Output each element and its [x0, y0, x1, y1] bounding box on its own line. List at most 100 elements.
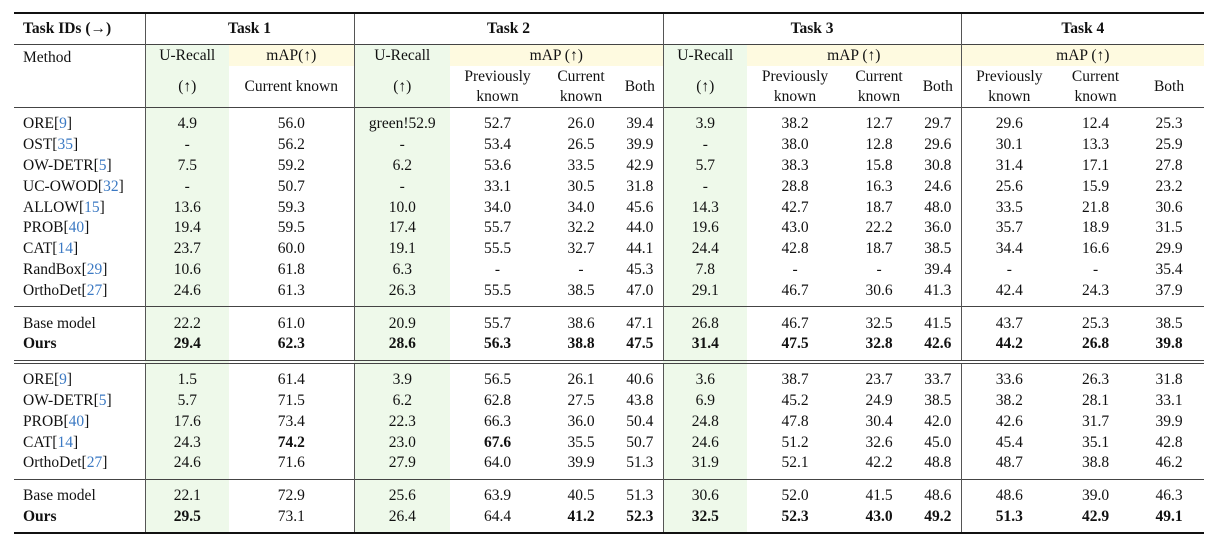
citation-link[interactable]: 32	[103, 177, 119, 195]
value-cell: 4.9	[145, 106, 229, 135]
value-cell: 23.2	[1155, 177, 1183, 195]
value-cell: 43.8	[617, 390, 664, 412]
value-cell: 39.4	[915, 259, 962, 281]
value-cell: 40.6	[617, 359, 664, 391]
value-cell: 29.7	[915, 106, 962, 135]
value-cell: 7.5	[145, 155, 229, 177]
value-cell: 34.4	[995, 240, 1023, 258]
value-cell: 43.0	[781, 219, 809, 237]
value-cell: 13.6	[145, 197, 229, 218]
value-cell: 51.2	[781, 433, 809, 451]
current-known-line1: Current	[855, 67, 903, 85]
value-cell: 55.7	[483, 219, 512, 237]
task-header-row: Task IDs (→) Task 1 Task 2 Task 3 Task 4	[14, 12, 1205, 45]
value-cell: 45.3	[617, 259, 664, 281]
method-cell: Base model	[14, 478, 146, 507]
value-cell: 38.0	[781, 136, 809, 154]
method-cell: ALLOW[15]	[14, 197, 146, 218]
value-cell: 27.5	[567, 391, 595, 409]
value-cell: 59.3	[229, 197, 355, 218]
value-cell: 30.6	[865, 281, 893, 299]
value-cell: 6.3	[354, 259, 451, 281]
citation-link[interactable]: 27	[86, 454, 103, 472]
method-name: OrthoDet	[23, 281, 82, 299]
value-cell: 45.6	[617, 197, 664, 218]
value-cell: 18.7	[865, 198, 893, 216]
value-cell: 42.0	[915, 411, 962, 433]
method-name: OrthoDet	[23, 454, 82, 472]
value-cell: 17.6	[145, 411, 229, 433]
table-row: OW-DETR[5] 7.5 59.2 6.2 53.6 33.5 42.9 5.7 38.3 1…	[14, 155, 1204, 177]
value-cell: 41.5	[915, 306, 962, 334]
value-cell: 47.0	[617, 280, 664, 307]
value-cell: 25.9	[1155, 136, 1183, 154]
value-cell: 53.4	[483, 136, 512, 154]
method-name: PROB	[23, 412, 64, 430]
value-cell: 42.6	[995, 412, 1023, 430]
current-known-line2: known	[559, 87, 603, 105]
value-cell: 43.7	[961, 306, 1058, 334]
value-cell: 42.6	[915, 333, 962, 362]
value-cell: 23.7	[843, 359, 916, 391]
citation-link[interactable]: 5	[98, 156, 107, 174]
value-cell: 46.2	[1155, 454, 1183, 472]
value-cell: 17.4	[354, 217, 451, 239]
method-name: RandBox	[23, 260, 82, 278]
value-cell: 59.5	[229, 217, 355, 239]
value-cell: 32.5	[843, 306, 916, 334]
citation-link[interactable]: 14	[57, 240, 73, 258]
citation-link[interactable]: 9	[59, 371, 67, 389]
value-cell: 33.5	[567, 156, 595, 174]
table-row: CAT[14] 23.7 60.0 19.1 55.5 32.7 44.1 24.4 42.8 1…	[14, 238, 1204, 260]
value-cell: 3.9	[663, 106, 748, 135]
citation-link[interactable]: 40	[68, 412, 85, 430]
citation-link[interactable]: 29	[86, 260, 103, 278]
value-cell: 59.2	[229, 155, 355, 177]
value-cell: 31.7	[1081, 412, 1110, 430]
method-name: ALLOW	[23, 198, 79, 216]
value-cell: 36.0	[915, 217, 962, 239]
current-known-line2: known	[1074, 87, 1117, 105]
value-cell: 33.7	[915, 359, 962, 391]
citation-link[interactable]: 40	[68, 219, 85, 237]
citation-link[interactable]: 15	[84, 198, 100, 216]
value-cell: 18.9	[1081, 219, 1110, 237]
value-cell: 39.4	[617, 106, 664, 135]
value-cell: -	[663, 176, 748, 198]
method-name: Base model	[23, 487, 96, 505]
value-cell: 3.9	[354, 359, 451, 391]
value-cell: 55.5	[483, 240, 512, 258]
value-cell: 52.3	[747, 506, 844, 535]
method-cell: OW-DETR[5]	[14, 155, 146, 177]
value-cell: 24.8	[663, 411, 748, 433]
value-cell: 48.8	[915, 452, 962, 480]
value-cell: 41.3	[915, 280, 962, 307]
value-cell: 39.9	[1155, 412, 1183, 430]
value-cell: 33.5	[995, 198, 1023, 216]
citation-link[interactable]: 9	[59, 115, 67, 133]
table-row: UC-OWOD[32] -50.7-33.1 30.5 31.8-28.8 16.3 24…	[14, 176, 1204, 198]
citation-link[interactable]: 27	[86, 281, 103, 299]
value-cell: 12.4	[1057, 106, 1135, 135]
value-cell: 14.3	[663, 197, 748, 218]
value-cell: 38.2	[747, 106, 844, 135]
citation-link[interactable]: 35	[57, 136, 73, 154]
value-cell: 43.0	[843, 506, 916, 535]
value-cell: 25.6	[354, 478, 451, 507]
value-cell: 62.8	[483, 391, 512, 409]
value-cell: -	[354, 134, 451, 156]
table-row: OST[35] -56.2-53.4 26.5 39.9-38.0 12.8 29.6 30…	[14, 134, 1204, 156]
value-cell: 25.6	[995, 177, 1023, 195]
value-cell: 52.7	[450, 106, 546, 135]
ref-bracket: [	[93, 156, 99, 174]
value-cell: 49.1	[1134, 506, 1205, 535]
citation-link[interactable]: 14	[57, 433, 73, 451]
value-cell: 13.3	[1081, 136, 1110, 154]
value-cell: 31.5	[1155, 219, 1183, 237]
value-cell: 31.8	[1134, 359, 1205, 391]
ref-bracket: ]	[84, 219, 90, 237]
value-cell: 74.2	[229, 432, 355, 453]
value-cell: 63.9	[450, 478, 546, 507]
citation-link[interactable]: 5	[98, 391, 107, 409]
value-cell: 55.7	[450, 306, 546, 334]
